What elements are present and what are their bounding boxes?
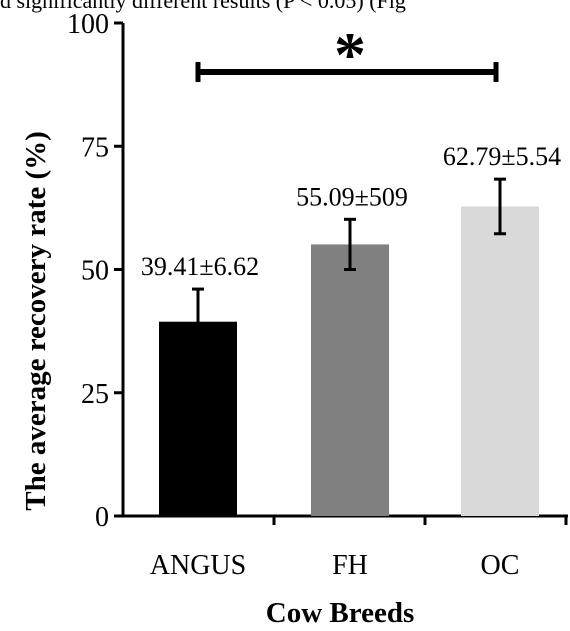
data-label-oc: 62.79±5.54: [443, 142, 561, 171]
y-tick-label: 50: [81, 256, 109, 287]
data-labels: 39.41±6.62 ANGUS 55.09±509 FH 62.79±5.54 OC: [141, 142, 561, 581]
y-tick-label: 0: [95, 502, 109, 533]
significance-bracket: *: [195, 19, 499, 90]
bar-fh: [311, 244, 389, 516]
error-bars: [192, 177, 506, 356]
y-tick-label: 100: [67, 9, 109, 40]
bar-oc: [461, 206, 539, 516]
category-label-oc: OC: [481, 550, 520, 581]
y-tick-label: 25: [81, 379, 109, 410]
category-label-angus: ANGUS: [150, 550, 246, 581]
y-tick-label: 75: [81, 132, 109, 163]
data-label-fh: 55.09±509: [296, 182, 408, 211]
caption-snippet: d significantly different results (P < 0…: [0, 0, 406, 13]
category-label-fh: FH: [332, 550, 368, 581]
axes: 0 25 50 75 100: [67, 9, 568, 533]
y-axis-title: The average recovery rate (%): [20, 131, 52, 511]
significance-star: *: [334, 19, 366, 90]
x-axis-title: Cow Breeds: [266, 597, 414, 629]
data-label-angus: 39.41±6.62: [141, 252, 259, 281]
